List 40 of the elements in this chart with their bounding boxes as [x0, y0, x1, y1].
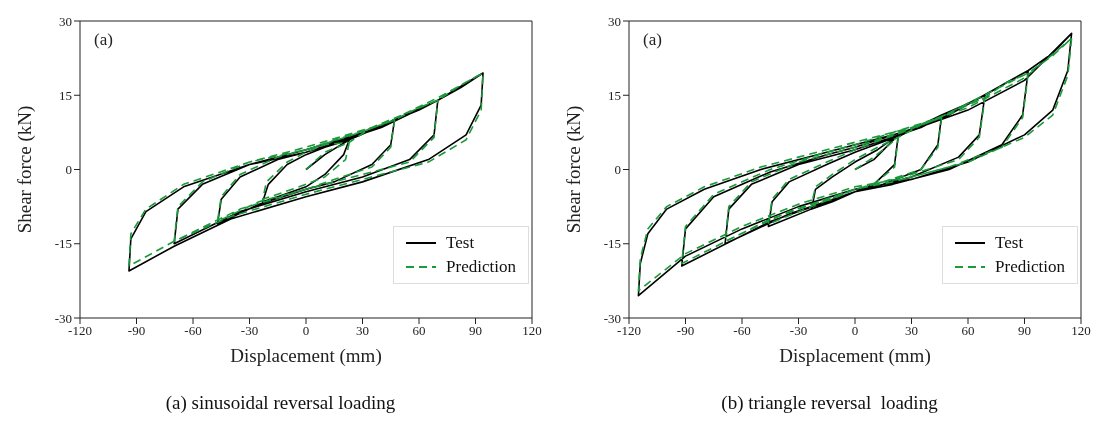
x-tick-label: 0 [851, 323, 859, 339]
y-tick-label: 0 [614, 162, 621, 178]
legend-label: Prediction [995, 256, 1065, 278]
y-tick-label: 30 [608, 13, 621, 29]
x-tick-label: -60 [184, 323, 202, 339]
x-tick-label: -120 [617, 323, 641, 339]
x-tick-label: 120 [1071, 323, 1091, 339]
y-axis-title: Shear force (kN) [562, 105, 585, 234]
y-tick-label: -15 [54, 236, 72, 252]
legend-label: Prediction [446, 256, 516, 278]
y-tick-label: 0 [65, 162, 72, 178]
x-tick-label: 0 [302, 323, 310, 339]
x-axis-title: Displacement (mm) [230, 345, 382, 367]
x-tick-label: 120 [522, 323, 542, 339]
y-tick-label: 15 [608, 87, 621, 103]
y-tick-label: 15 [59, 87, 72, 103]
x-tick-label: -60 [733, 323, 751, 339]
x-tick-label: -90 [676, 323, 695, 339]
x-axis-title: Displacement (mm) [779, 345, 931, 367]
y-axis-title: Shear force (kN) [13, 105, 36, 234]
text: (b) triangle reversal loading [720, 392, 939, 414]
annotation: (a) [643, 30, 662, 50]
x-tick-label: -30 [789, 323, 808, 339]
x-tick-label: 90 [469, 323, 482, 339]
x-tick-label: 60 [412, 323, 426, 339]
text: (a) sinusoidal reversal loading [164, 392, 397, 414]
x-tick-label: 60 [961, 323, 975, 339]
y-tick-label: 30 [59, 13, 72, 29]
annotation: (a) [94, 30, 113, 50]
y-tick-label: -30 [603, 310, 621, 326]
x-tick-label: -30 [240, 323, 259, 339]
x-tick-label: 30 [905, 323, 918, 339]
x-tick-label: -90 [127, 323, 146, 339]
y-tick-label: -15 [603, 236, 621, 252]
legend-label: Test [995, 232, 1024, 254]
x-tick-label: 90 [1018, 323, 1031, 339]
y-tick-label: -30 [54, 310, 72, 326]
x-tick-label: -120 [68, 323, 92, 339]
x-tick-label: 30 [356, 323, 369, 339]
legend-label: Test [446, 232, 475, 254]
